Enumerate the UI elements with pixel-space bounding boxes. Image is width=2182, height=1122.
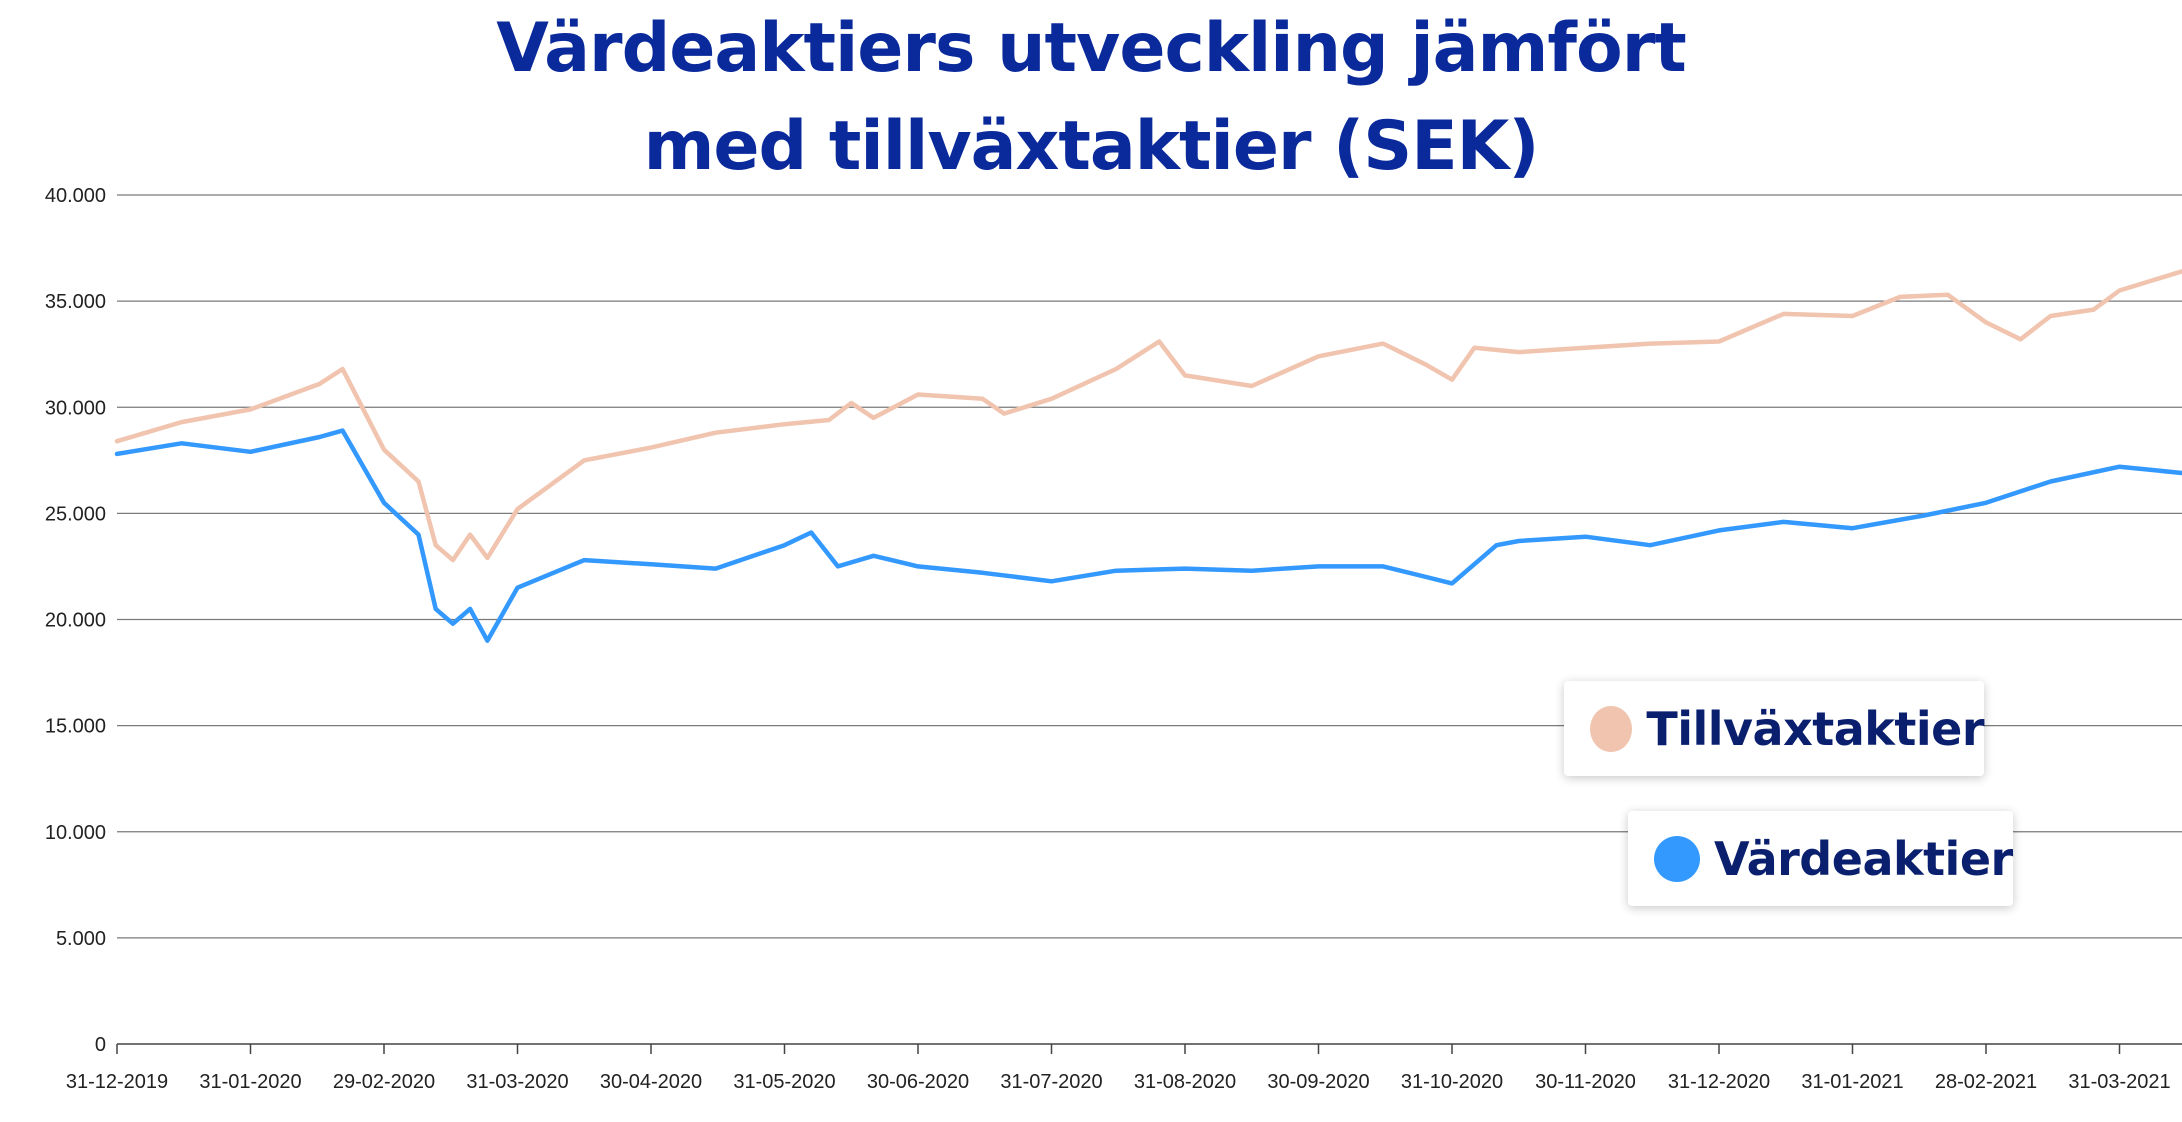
chart-title-line-1: Värdeaktiers utveckling jämfört	[496, 9, 1687, 88]
x-tick-label: 30-11-2020	[1535, 1071, 1636, 1093]
grid-lines	[117, 194, 2182, 1045]
x-tick-label: 31-01-2020	[199, 1071, 301, 1093]
legend-label-tillvaxtaktier: Tillväxtaktier	[1646, 701, 1984, 756]
x-tick-label: 31-08-2020	[1134, 1071, 1236, 1093]
series-line-tillvaxtaktier	[114, 269, 2182, 563]
x-tick-label: 31-05-2020	[733, 1071, 835, 1093]
x-tick-label: 28-02-2021	[1935, 1071, 2037, 1093]
x-tick-label: 31-10-2020	[1401, 1071, 1503, 1093]
y-tick-label: 25.000	[45, 503, 106, 525]
series-lines	[114, 269, 2182, 643]
x-tick-label: 31-01-2021	[1801, 1071, 1903, 1093]
x-tick-label: 31-12-2019	[66, 1071, 168, 1093]
x-tick-label: 30-04-2020	[600, 1071, 702, 1093]
legend-swatch-vardeaktier	[1654, 835, 1700, 882]
chart-title-line-2: med tillväxtaktier (SEK)	[643, 107, 1540, 186]
series-line-vardeaktier	[114, 428, 2182, 643]
y-tick-label: 0	[95, 1034, 106, 1056]
y-axis-ticks: 0 5.000 10.000 15.000 20.000 25.000 30.000 35.0…	[45, 185, 106, 1056]
y-tick-label: 35.000	[45, 291, 106, 313]
y-tick-label: 40.000	[45, 185, 106, 207]
y-tick-label: 5.000	[56, 928, 106, 950]
y-tick-label: 15.000	[45, 716, 106, 738]
legend-label-vardeaktier: Värdeaktier	[1714, 831, 2013, 886]
x-axis-ticks: 31-12-2019 31-01-2020 29-02-2020 31-03-2020…	[66, 1044, 2171, 1093]
x-tick-label: 31-03-2020	[466, 1071, 568, 1093]
x-tick-label: 31-03-2021	[2068, 1071, 2170, 1093]
chart-title: Värdeaktiers utveckling jämfört med till…	[0, 0, 2182, 196]
x-tick-label: 30-06-2020	[867, 1071, 969, 1093]
x-tick-label: 29-02-2020	[333, 1071, 435, 1093]
y-tick-label: 10.000	[45, 822, 106, 844]
x-tick-label: 30-09-2020	[1267, 1071, 1369, 1093]
x-tick-label: 31-07-2020	[1000, 1071, 1102, 1093]
legend-item-tillvaxtaktier: Tillväxtaktier	[1564, 681, 1984, 776]
y-tick-label: 20.000	[45, 610, 106, 632]
x-tick-label: 31-12-2020	[1668, 1071, 1770, 1093]
legend-swatch-tillvaxtaktier	[1590, 705, 1633, 752]
y-tick-label: 30.000	[45, 397, 106, 419]
legend-item-vardeaktier: Värdeaktier	[1628, 811, 2013, 906]
